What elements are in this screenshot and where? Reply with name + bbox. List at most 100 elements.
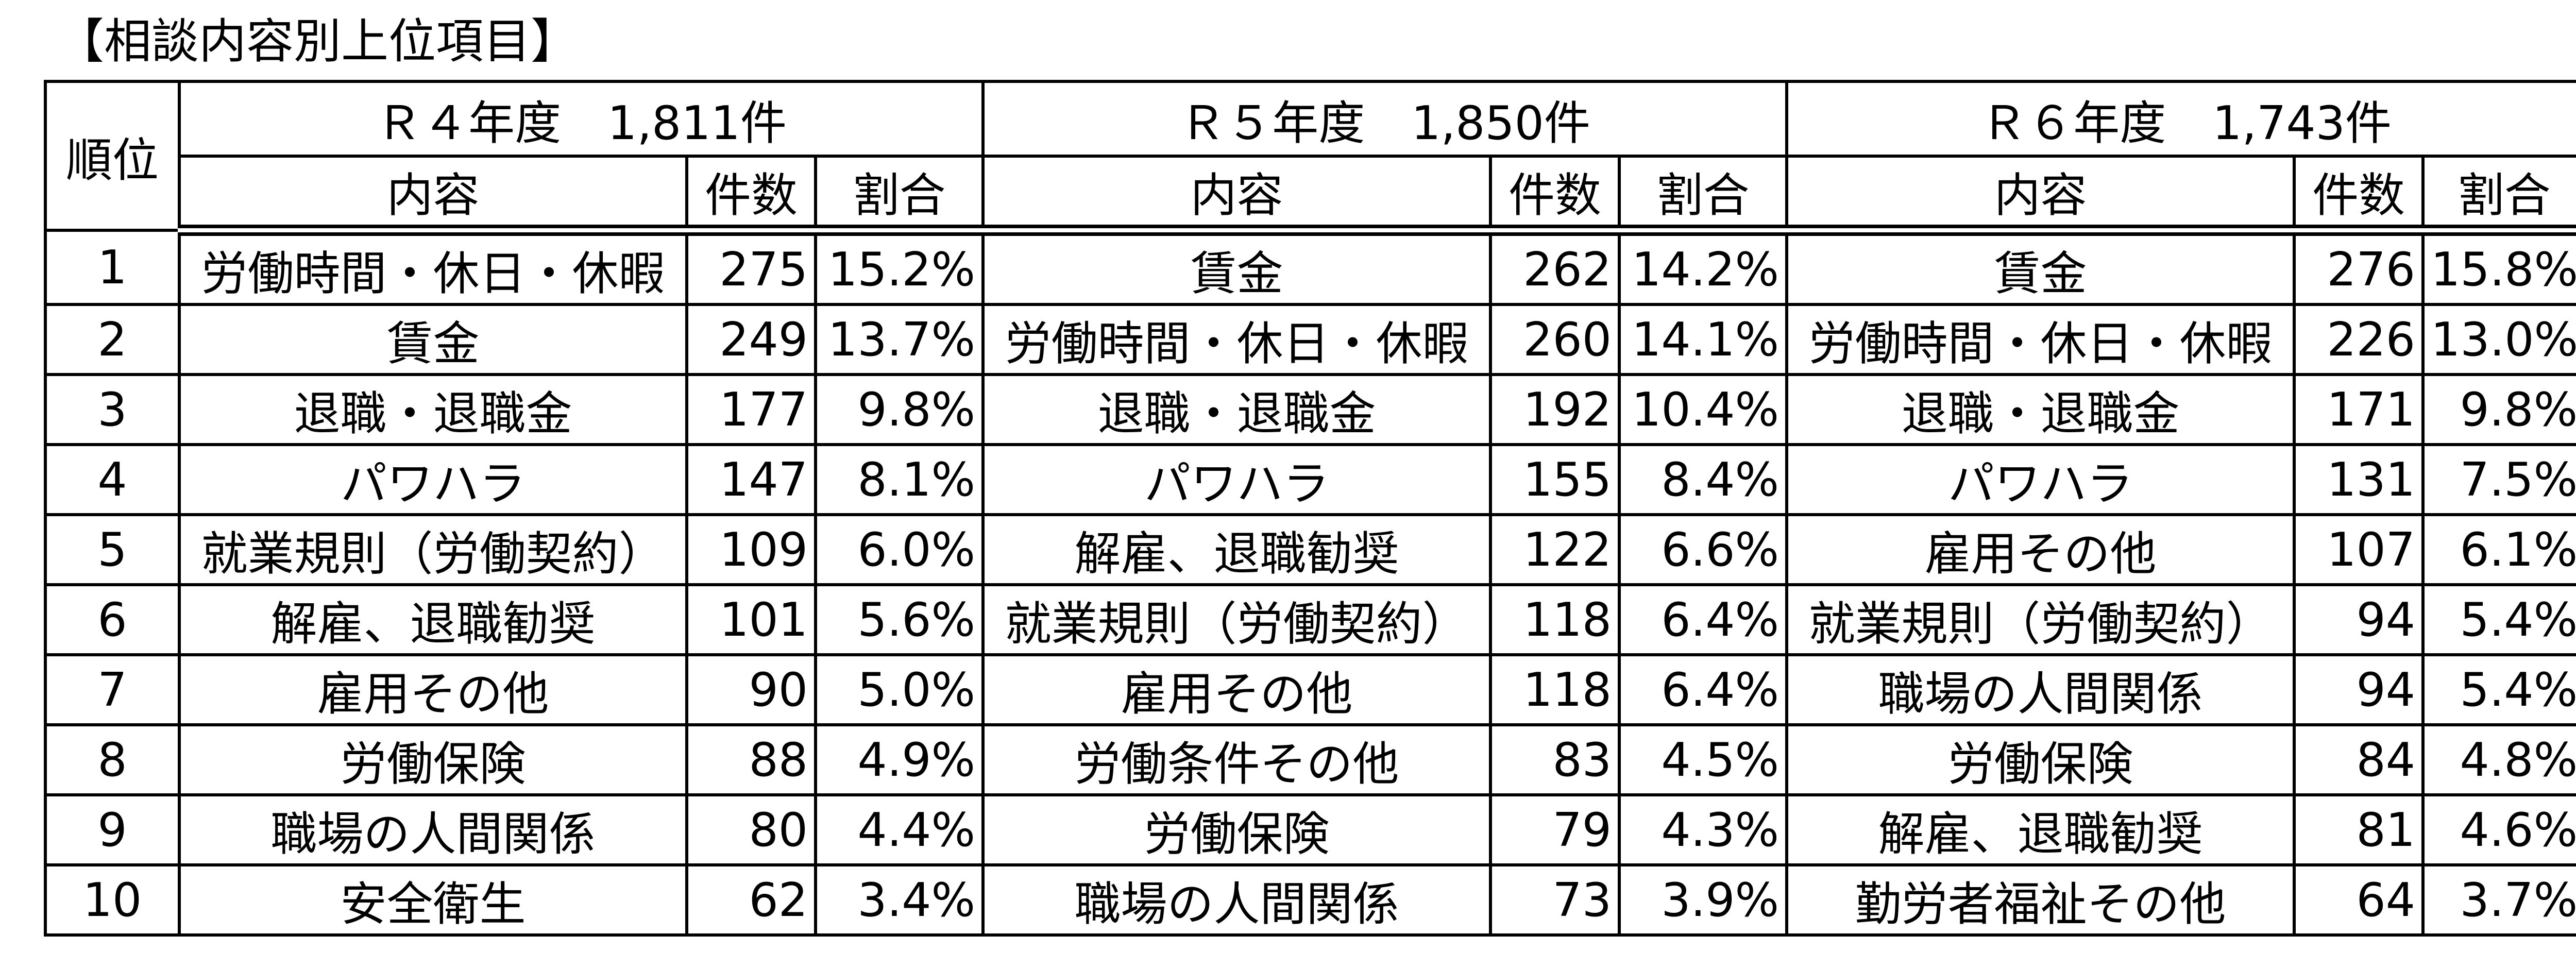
ratio-cell-r4: 5.0% <box>814 653 985 726</box>
table-row: 6 解雇、退職勧奨 101 5.6% 就業規則（労働契約） 118 6.4% 就業規則（労働契… <box>44 583 2576 656</box>
count-cell-r6: 94 <box>2293 653 2425 726</box>
item-cell-r5: 退職・退職金 <box>981 373 1493 446</box>
document-title: 【相談内容別上位項目】 <box>57 14 579 69</box>
table-row: 4 パワハラ 147 8.1% パワハラ 155 8.4% パワハラ 131 7.5% <box>44 443 2576 516</box>
count-header: 件数 <box>2293 155 2425 236</box>
item-cell-r4: 退職・退職金 <box>178 373 688 446</box>
count-cell-r6: 276 <box>2293 229 2425 306</box>
count-cell-r5: 118 <box>1489 653 1621 726</box>
count-cell-r6: 64 <box>2293 863 2425 937</box>
rank-cell: 2 <box>44 303 181 376</box>
count-cell-r6: 131 <box>2293 443 2425 516</box>
item-cell-r4: 賃金 <box>178 303 688 376</box>
count-cell-r5: 155 <box>1489 443 1621 516</box>
table-row: 10 安全衛生 62 3.4% 職場の人間関係 73 3.9% 勤労者福祉その他 64 3.7% <box>44 863 2576 937</box>
item-cell-r6: 勤労者福祉その他 <box>1785 863 2296 937</box>
ratio-cell-r5: 6.4% <box>1618 583 1789 656</box>
item-cell-r5: 雇用その他 <box>981 653 1493 726</box>
rank-cell: 1 <box>44 229 181 306</box>
ratio-cell-r6: 13.0% <box>2421 303 2576 376</box>
count-header: 件数 <box>1489 155 1621 236</box>
item-cell-r4: 労働保険 <box>178 723 688 796</box>
item-cell-r4: 職場の人間関係 <box>178 793 688 866</box>
item-cell-r5: 労働条件その他 <box>981 723 1493 796</box>
item-cell-r4: 安全衛生 <box>178 863 688 937</box>
count-header: 件数 <box>685 155 817 236</box>
count-cell-r5: 192 <box>1489 373 1621 446</box>
ratio-header: 割合 <box>814 155 985 236</box>
ratio-cell-r5: 14.1% <box>1618 303 1789 376</box>
item-cell-r6: 雇用その他 <box>1785 513 2296 586</box>
rank-cell: 9 <box>44 793 181 866</box>
ratio-cell-r5: 4.3% <box>1618 793 1789 866</box>
content-header: 内容 <box>981 155 1493 236</box>
ratio-cell-r6: 9.8% <box>2421 373 2576 446</box>
ratio-cell-r6: 15.8% <box>2421 229 2576 306</box>
ratio-cell-r6: 4.6% <box>2421 793 2576 866</box>
item-cell-r4: パワハラ <box>178 443 688 516</box>
rank-header: 順位 <box>44 80 181 232</box>
content-header: 内容 <box>178 155 688 236</box>
count-cell-r4: 90 <box>685 653 817 726</box>
item-cell-r6: 賃金 <box>1785 229 2296 306</box>
count-cell-r4: 62 <box>685 863 817 937</box>
count-cell-r6: 81 <box>2293 793 2425 866</box>
content-header: 内容 <box>1785 155 2296 236</box>
item-cell-r5: 賃金 <box>981 229 1493 306</box>
ratio-cell-r5: 3.9% <box>1618 863 1789 937</box>
count-cell-r5: 118 <box>1489 583 1621 656</box>
item-cell-r6: 職場の人間関係 <box>1785 653 2296 726</box>
ratio-cell-r6: 3.7% <box>2421 863 2576 937</box>
item-cell-r5: パワハラ <box>981 443 1493 516</box>
ratio-cell-r5: 6.6% <box>1618 513 1789 586</box>
ratio-cell-r4: 5.6% <box>814 583 985 656</box>
ratio-cell-r5: 8.4% <box>1618 443 1789 516</box>
item-cell-r5: 労働保険 <box>981 793 1493 866</box>
table-row: 8 労働保険 88 4.9% 労働条件その他 83 4.5% 労働保険 84 4.8% <box>44 723 2576 796</box>
item-cell-r4: 労働時間・休日・休暇 <box>178 229 688 306</box>
item-cell-r6: 解雇、退職勧奨 <box>1785 793 2296 866</box>
year-header-r6: Ｒ６年度 1,743件 <box>1785 80 2576 158</box>
count-cell-r6: 94 <box>2293 583 2425 656</box>
ratio-cell-r4: 13.7% <box>814 303 985 376</box>
rank-cell: 5 <box>44 513 181 586</box>
table-row: 3 退職・退職金 177 9.8% 退職・退職金 192 10.4% 退職・退職金 171 9.8… <box>44 373 2576 446</box>
year-header-r5: Ｒ５年度 1,850件 <box>981 80 1789 158</box>
table-row: 1 労働時間・休日・休暇 275 15.2% 賃金 262 14.2% 賃金 276 15.8% <box>44 229 2576 306</box>
item-cell-r6: パワハラ <box>1785 443 2296 516</box>
rank-cell: 3 <box>44 373 181 446</box>
year-header-r4: Ｒ４年度 1,811件 <box>177 80 985 158</box>
item-cell-r6: 労働保険 <box>1785 723 2296 796</box>
count-cell-r5: 73 <box>1489 863 1621 937</box>
ratio-cell-r4: 8.1% <box>814 443 985 516</box>
item-cell-r5: 労働時間・休日・休暇 <box>981 303 1493 376</box>
count-cell-r4: 101 <box>685 583 817 656</box>
count-cell-r4: 109 <box>685 513 817 586</box>
ratio-cell-r4: 4.4% <box>814 793 985 866</box>
item-cell-r6: 退職・退職金 <box>1785 373 2296 446</box>
rank-cell: 7 <box>44 653 181 726</box>
item-cell-r5: 就業規則（労働契約） <box>981 583 1493 656</box>
item-cell-r6: 労働時間・休日・休暇 <box>1785 303 2296 376</box>
item-cell-r4: 雇用その他 <box>178 653 688 726</box>
ratio-cell-r6: 4.8% <box>2421 723 2576 796</box>
ratio-cell-r4: 3.4% <box>814 863 985 937</box>
ratio-cell-r6: 5.4% <box>2421 583 2576 656</box>
ratio-cell-r4: 9.8% <box>814 373 985 446</box>
item-cell-r5: 解雇、退職勧奨 <box>981 513 1493 586</box>
rank-cell: 8 <box>44 723 181 796</box>
rank-cell: 4 <box>44 443 181 516</box>
count-cell-r4: 275 <box>685 229 817 306</box>
year-header-row: 順位 Ｒ４年度 1,811件 Ｒ５年度 1,850件 Ｒ６年度 1,743件 <box>44 80 2576 232</box>
ratio-cell-r5: 6.4% <box>1618 653 1789 726</box>
ratio-cell-r6: 6.1% <box>2421 513 2576 586</box>
item-cell-r4: 就業規則（労働契約） <box>178 513 688 586</box>
table-row: 9 職場の人間関係 80 4.4% 労働保険 79 4.3% 解雇、退職勧奨 81 4.6% <box>44 793 2576 866</box>
count-cell-r6: 107 <box>2293 513 2425 586</box>
ratio-cell-r5: 4.5% <box>1618 723 1789 796</box>
ratio-cell-r5: 10.4% <box>1618 373 1789 446</box>
consultation-ranking-table: 順位 Ｒ４年度 1,811件 Ｒ５年度 1,850件 Ｒ６年度 1,743件 内… <box>44 80 2576 937</box>
count-cell-r5: 83 <box>1489 723 1621 796</box>
count-cell-r5: 79 <box>1489 793 1621 866</box>
count-cell-r4: 177 <box>685 373 817 446</box>
